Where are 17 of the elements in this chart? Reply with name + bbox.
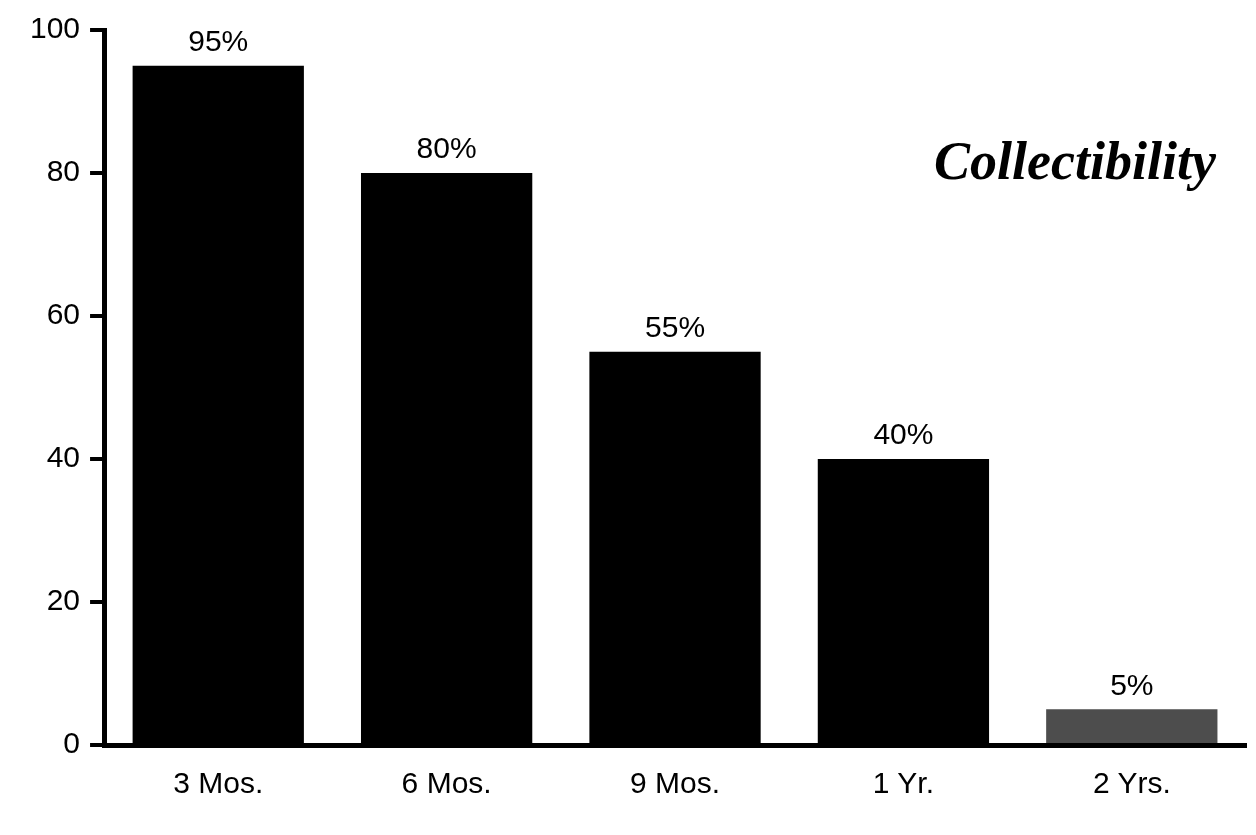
y-tick-label: 80: [46, 154, 81, 188]
y-tick-label: 20: [46, 583, 81, 617]
data-label: 40%: [873, 417, 934, 451]
x-tick-label: 3 Mos.: [173, 766, 264, 800]
y-tick-label: 100: [29, 11, 81, 45]
x-tick-label: 1 Yr.: [872, 766, 934, 800]
x-tick-label: 2 Yrs.: [1092, 766, 1171, 800]
data-label: 80%: [416, 131, 477, 165]
y-tick-label: 40: [46, 440, 81, 474]
data-label: 55%: [645, 310, 706, 344]
y-tick-label: 0: [63, 726, 81, 760]
x-tick-label: 9 Mos.: [630, 766, 721, 800]
x-tick-label: 6 Mos.: [401, 766, 492, 800]
data-label: 95%: [188, 24, 249, 58]
data-label: 5%: [1110, 667, 1154, 701]
text: Collectibility: [934, 130, 1218, 191]
y-tick-label: 60: [46, 297, 81, 331]
